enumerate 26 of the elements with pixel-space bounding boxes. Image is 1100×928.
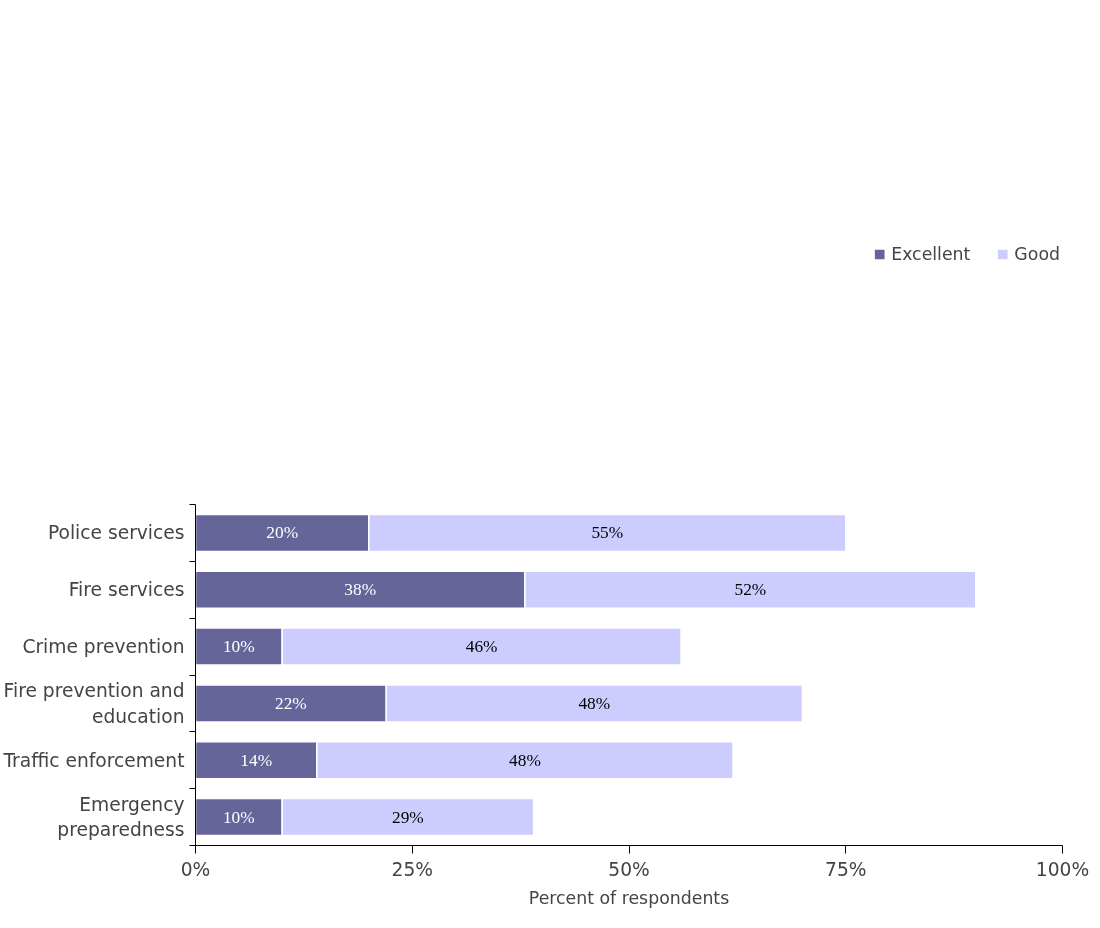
y-tick-label: Fire prevention and education	[3, 680, 185, 727]
x-tick-label: 50%	[608, 858, 650, 880]
data-label: 52%	[734, 580, 767, 600]
data-label: 10%	[222, 637, 255, 657]
x-tick-label: 100%	[1035, 858, 1090, 880]
legend-label: Good	[1014, 244, 1060, 264]
data-label: 46%	[465, 637, 498, 657]
data-label: 20%	[266, 523, 299, 543]
data-label: 38%	[344, 580, 377, 600]
x-tick-label: 25%	[391, 858, 433, 880]
y-tick-label: Emergency preparedness	[57, 793, 185, 841]
data-label: 55%	[591, 523, 624, 543]
y-tick-label: Traffic enforcement	[2, 749, 185, 771]
data-label: 22%	[274, 693, 307, 713]
data-label: 29%	[392, 807, 424, 827]
x-axis-title: Percent of respondents	[528, 887, 730, 908]
data-label: 14%	[240, 750, 273, 770]
data-label: 48%	[509, 750, 541, 770]
data-label: 48%	[578, 693, 611, 713]
y-tick-label: Police services	[47, 522, 185, 544]
x-tick-label: 0%	[180, 858, 211, 880]
legend-label: Excellent	[891, 244, 971, 264]
data-label: 10%	[222, 807, 255, 827]
y-tick-label: Fire services	[68, 579, 185, 601]
y-tick-label: Crime prevention	[22, 636, 185, 658]
x-tick-label: 75%	[825, 858, 867, 880]
